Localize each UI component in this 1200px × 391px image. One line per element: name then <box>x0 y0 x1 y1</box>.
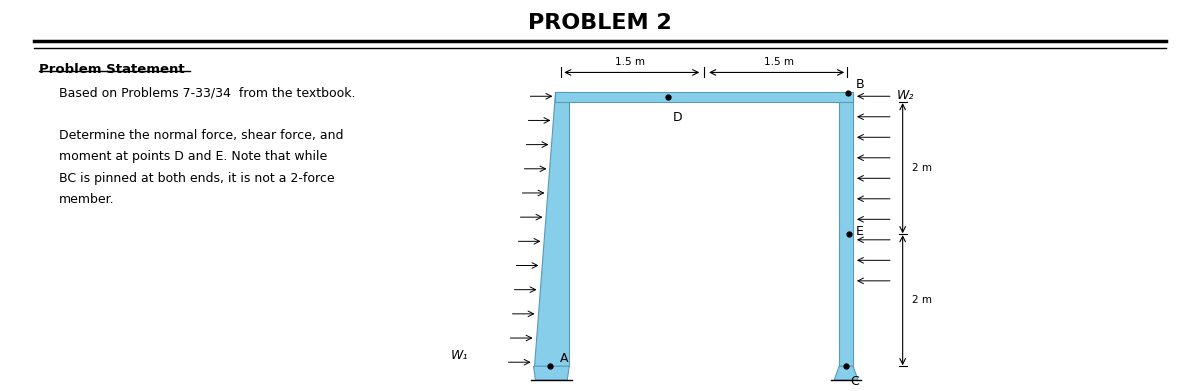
Text: E: E <box>856 225 864 238</box>
Text: C: C <box>850 375 859 388</box>
Text: Based on Problems 7-33/34  from the textbook.: Based on Problems 7-33/34 from the textb… <box>59 86 355 99</box>
Text: B: B <box>856 78 865 91</box>
Text: W₂: W₂ <box>896 89 914 102</box>
Text: A: A <box>560 352 569 365</box>
Polygon shape <box>534 366 569 380</box>
Polygon shape <box>834 366 858 380</box>
Text: member.: member. <box>59 193 115 206</box>
Text: D: D <box>672 111 682 124</box>
Text: 1.5 m: 1.5 m <box>614 57 644 68</box>
Text: moment at points D and E. Note that while: moment at points D and E. Note that whil… <box>59 151 328 163</box>
Text: 2 m: 2 m <box>912 295 931 305</box>
Polygon shape <box>534 92 569 366</box>
Text: Determine the normal force, shear force, and: Determine the normal force, shear force,… <box>59 129 343 142</box>
Bar <box>556 92 853 102</box>
Text: 2 m: 2 m <box>912 163 931 173</box>
Text: BC is pinned at both ends, it is not a 2-force: BC is pinned at both ends, it is not a 2… <box>59 172 335 185</box>
Text: PROBLEM 2: PROBLEM 2 <box>528 13 672 33</box>
Text: Problem Statement: Problem Statement <box>40 63 185 75</box>
Polygon shape <box>839 92 853 366</box>
Text: W₁: W₁ <box>451 349 468 362</box>
Text: 1.5 m: 1.5 m <box>763 57 793 68</box>
